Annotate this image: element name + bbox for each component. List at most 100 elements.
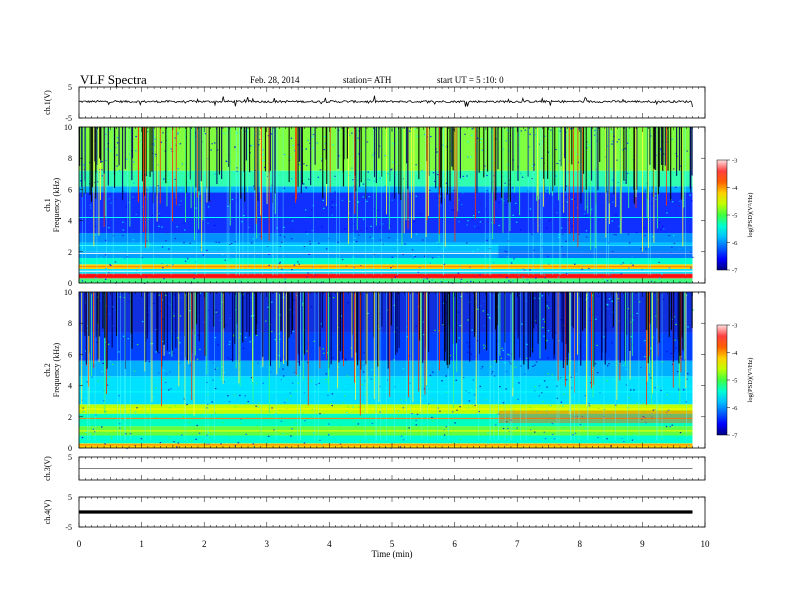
speckle [153,396,155,398]
speckle [255,405,257,407]
speckle [553,399,555,401]
speckle [211,143,213,145]
speckle [402,178,405,180]
speckle [241,188,243,190]
spectral-band [79,258,693,265]
speckle [678,388,680,390]
speckle [298,164,301,166]
y-tick-label: 5 [68,453,72,462]
speckle [199,199,201,202]
speckle [639,248,642,250]
speckle [283,153,286,156]
speckle [542,268,544,270]
speckle [348,200,351,202]
speckle [570,206,572,209]
speckle [207,206,210,208]
speckle [460,203,463,206]
speckle [535,361,538,363]
speckle [476,308,479,310]
speckle [305,231,308,233]
speckle [166,265,169,267]
speckle [472,251,474,253]
speckle [436,197,439,199]
speckle [195,207,198,209]
speckle [238,336,241,339]
speckle [641,418,643,420]
speckle [199,292,202,294]
speckle [165,373,168,375]
speckle [367,178,369,180]
speckle [174,226,177,228]
speckle [606,231,609,233]
speckle [560,401,563,403]
speckle [173,441,175,443]
speckle [331,206,333,208]
x-axis-label: Time (min) [372,549,413,559]
speckle [144,198,146,201]
speckle [93,431,96,433]
speckle [118,395,121,397]
speckle [623,441,625,443]
speckle [206,249,208,252]
speckle [82,164,85,166]
speckle [412,257,414,260]
speckle [524,373,526,375]
speckle [531,165,534,167]
spectral-band [79,332,693,361]
speckle [462,175,465,178]
speckle [402,407,405,409]
speckle [370,378,373,380]
speckle [415,419,417,422]
speckle [660,339,663,341]
speckle [93,307,96,309]
speckle [227,357,229,359]
speckle [402,127,404,129]
speckle [643,356,646,358]
speckle [280,241,283,243]
speckle [405,435,407,438]
speckle [436,173,439,176]
speckle [131,272,133,274]
speckle [658,277,661,279]
speckle [229,341,231,343]
speckle [518,382,520,384]
speckle [505,251,508,253]
speckle [432,420,434,422]
speckle [477,248,479,250]
speckle [617,182,620,184]
speckle [431,279,434,281]
speckle [81,411,84,414]
speckle [498,240,501,242]
speckle [390,267,392,269]
speckle [466,341,468,344]
speckle [283,187,286,189]
speckle [104,254,107,256]
speckle [281,268,283,270]
ch2-spectrogram-image [79,292,694,450]
speckle [565,185,568,187]
speckle [443,434,446,436]
ch2-spectrogram-ylabel: ch.2 [43,363,52,377]
speckle [204,133,207,135]
speckle [499,399,501,401]
speckle [576,415,579,417]
speckle [286,446,288,448]
speckle [586,294,588,296]
speckle [95,277,97,279]
speckle [279,314,281,316]
speckle [327,237,330,240]
speckle [670,252,672,254]
speckle [400,435,403,437]
speckle [192,259,195,261]
speckle [234,445,236,447]
speckle [456,413,458,415]
speckle [213,224,216,227]
speckle [510,262,513,264]
speckle [470,280,472,283]
speckle [80,262,82,264]
speckle [591,369,594,371]
speckle [383,341,385,344]
speckle [283,226,285,228]
speckle [441,393,443,395]
speckle [114,198,116,201]
